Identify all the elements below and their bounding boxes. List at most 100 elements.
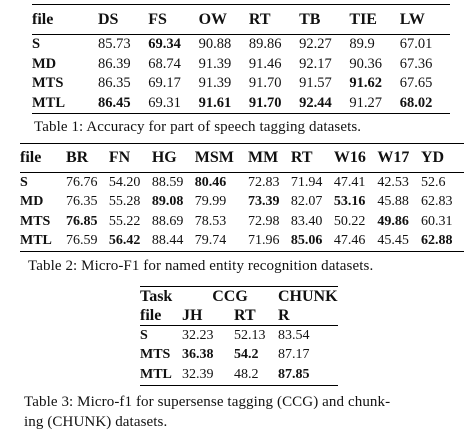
header-cell: Task [140, 287, 173, 305]
table-cell: 73.39 [248, 194, 280, 210]
row-label: MTS [140, 347, 171, 363]
table-cell: 82.07 [290, 194, 323, 210]
header-cell: RT [290, 149, 313, 166]
table-cell: 71.96 [248, 233, 280, 249]
table-cell: 45.45 [377, 233, 409, 249]
table-row: MTL 76.59 56.42 88.44 79.74 71.96 85.06 … [20, 232, 464, 252]
header-cell: RT [248, 10, 271, 28]
table-cell: 76.85 [66, 213, 98, 229]
table-cell: 87.17 [278, 347, 310, 363]
table-cell: 60.31 [421, 213, 453, 229]
header-cell: MM [248, 149, 279, 166]
table-cell: 54.20 [108, 174, 141, 190]
table-cell: 56.42 [108, 233, 141, 249]
row-label: MTS [32, 75, 64, 92]
header-cell: FN [108, 149, 131, 166]
table-cell: 68.74 [148, 55, 181, 72]
table-row: S 32.23 52.13 83.54 [140, 326, 338, 346]
header-cell: CHUNK [278, 287, 338, 305]
table-cell: 89.9 [349, 36, 375, 53]
table-cell: 71.94 [290, 174, 323, 190]
table-cell: 42.53 [377, 174, 409, 190]
table-cell: 89.86 [248, 36, 282, 53]
table-cell: 72.83 [248, 174, 280, 190]
table-row: S 76.76 54.20 88.59 80.46 72.83 71.94 47… [20, 173, 464, 193]
table-row: MD 86.39 68.74 91.39 91.46 92.17 90.36 6… [32, 55, 450, 75]
row-label: MTL [140, 366, 172, 382]
header-cell: file [32, 10, 54, 28]
header-cell: file [140, 306, 162, 324]
table-cell: 72.98 [248, 213, 280, 229]
header-cell: TB [299, 10, 321, 28]
table-cell: 91.39 [198, 55, 232, 72]
row-label: S [32, 36, 41, 53]
table-cell: 86.39 [98, 55, 131, 72]
table-row: MTS 76.85 55.22 88.69 78.53 72.98 83.40 … [20, 212, 464, 232]
table-header-row: file BR FN HG MSM MM RT W16 W17 YD [20, 143, 464, 173]
table-cell: 78.53 [194, 213, 227, 229]
table-row: MTL 32.39 48.2 87.85 [140, 365, 338, 385]
table-cell: 92.17 [299, 55, 332, 72]
header-cell: JH [182, 306, 203, 324]
table-row: MD 76.35 55.28 89.08 79.99 73.39 82.07 5… [20, 193, 464, 213]
header-cell: OW [198, 10, 228, 28]
table2-caption: Table 2: Micro-F1 for named entity recog… [28, 258, 374, 274]
table3-caption-line2: ing (CHUNK) datasets. [24, 414, 168, 430]
table-cell: 54.2 [234, 347, 259, 363]
header-cell: BR [66, 149, 89, 166]
table-cell: 67.65 [399, 75, 433, 92]
row-label: S [140, 327, 148, 343]
table-cell: 52.6 [421, 174, 446, 190]
table-cell: 50.22 [333, 213, 366, 229]
table-cell: 91.57 [299, 75, 332, 92]
table-cell: 85.73 [98, 36, 131, 53]
row-label: MD [20, 194, 44, 210]
table-cell: 87.85 [278, 366, 310, 382]
table-cell: 69.31 [148, 94, 181, 111]
table3-caption-line1: Table 3: Micro-f1 for supersense tagging… [24, 394, 391, 410]
row-label: MD [32, 55, 57, 72]
header-cell: R [278, 306, 290, 324]
table-cell: 68.02 [399, 94, 433, 111]
header-cell: FS [148, 10, 167, 28]
table-cell: 92.44 [299, 94, 332, 111]
table-cell: 88.69 [151, 213, 184, 229]
table-cell: 89.08 [151, 194, 184, 210]
header-cell: HG [151, 149, 177, 166]
table-cell: 86.45 [98, 94, 131, 111]
table-cell: 76.76 [66, 174, 98, 190]
table-cell: 36.38 [182, 347, 214, 363]
table-cell: 91.70 [248, 94, 282, 111]
table-header-row: file JH RT R [140, 306, 338, 326]
table-cell: 92.27 [299, 36, 332, 53]
header-cell: MSM [194, 149, 234, 166]
pos-tagging-table: file DS FS OW RT TB TIE LW S 85.73 69.34… [32, 4, 450, 114]
table-row: MTS 36.38 54.2 87.17 [140, 346, 338, 366]
table-cell: 83.54 [278, 327, 310, 343]
header-cell: W17 [377, 149, 410, 166]
table-cell: 91.61 [198, 94, 232, 111]
table-cell: 69.34 [148, 36, 181, 53]
table-row: MTL 86.45 69.31 91.61 91.70 92.44 91.27 … [32, 94, 450, 114]
table-cell: 80.46 [194, 174, 227, 190]
table-cell: 62.83 [421, 194, 453, 210]
header-cell: CCG [212, 287, 248, 305]
table-cell: 83.40 [290, 213, 323, 229]
table-cell: 90.88 [198, 36, 232, 53]
table-cell: 53.16 [333, 194, 366, 210]
table-cell: 85.06 [290, 233, 323, 249]
table-cell: 67.01 [399, 36, 433, 53]
table-cell: 48.2 [234, 366, 259, 382]
table-cell: 79.99 [194, 194, 227, 210]
table-cell: 45.88 [377, 194, 409, 210]
table-cell: 88.59 [151, 174, 184, 190]
table-cell: 91.27 [349, 94, 383, 111]
table-cell: 76.59 [66, 233, 98, 249]
table-cell: 32.39 [182, 366, 214, 382]
table-cell: 76.35 [66, 194, 98, 210]
row-label: S [20, 174, 28, 190]
table-cell: 62.88 [421, 233, 453, 249]
table-cell: 86.35 [98, 75, 131, 92]
table-cell: 91.62 [349, 75, 383, 92]
table-cell: 90.36 [349, 55, 383, 72]
